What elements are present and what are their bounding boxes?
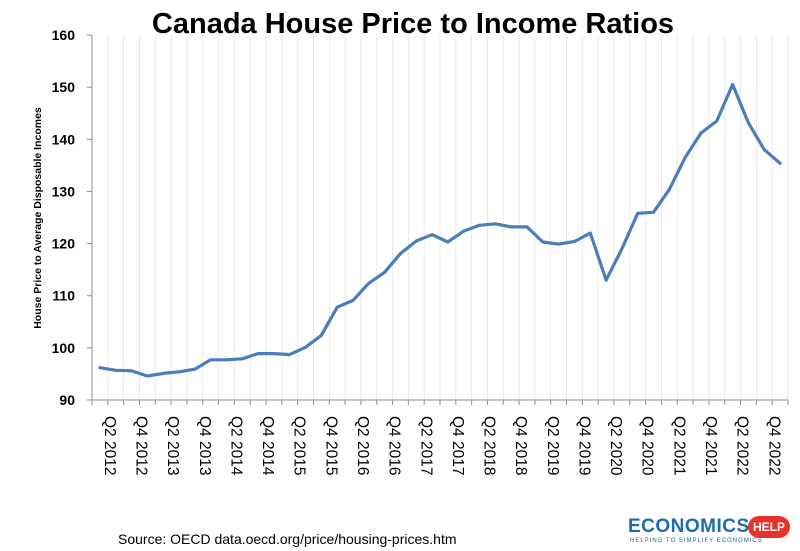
x-tick-label: Q4 2014 — [259, 416, 276, 476]
data-point — [462, 229, 466, 233]
data-point — [367, 281, 371, 285]
chart-title: Canada House Price to Income Ratios — [151, 8, 675, 40]
data-point — [383, 270, 387, 274]
data-point — [335, 305, 339, 309]
data-point — [620, 247, 624, 251]
data-point — [272, 352, 276, 355]
data-point — [636, 211, 640, 215]
y-tick-label: 90 — [59, 392, 75, 408]
y-tick-label: 100 — [52, 340, 76, 356]
data-point — [762, 148, 766, 152]
x-tick-label: Q2 2016 — [354, 416, 371, 475]
x-tick-label: Q2 2014 — [227, 416, 244, 476]
data-point — [731, 83, 735, 86]
x-tick-label: Q4 2021 — [702, 416, 719, 475]
y-tick-label: 120 — [52, 236, 76, 252]
data-point — [652, 210, 655, 214]
data-point — [699, 131, 703, 135]
data-point — [130, 369, 133, 373]
x-tick-label: Q4 2020 — [639, 416, 656, 476]
x-axis-ticks: Q2 2012 Q4 2012 Q2 2013 Q4 2013 Q2 2014 Q4 20… — [91, 400, 789, 476]
y-tick-label: 130 — [52, 183, 76, 199]
y-tick-label: 150 — [52, 79, 76, 95]
data-point — [683, 156, 687, 159]
x-tick-label: Q2 2012 — [101, 416, 118, 475]
x-tick-label: Q2 2017 — [417, 416, 434, 475]
data-point — [747, 121, 750, 125]
data-point — [541, 240, 545, 244]
y-tick-label: 160 — [52, 27, 76, 43]
x-tick-label: Q4 2017 — [449, 416, 466, 475]
x-tick-label: Q4 2022 — [765, 416, 782, 475]
y-tick-label: 140 — [52, 131, 76, 147]
logo-tagline: HELPING TO SIMPLIFY ECONOMICS — [630, 538, 763, 544]
source-note: Source: OECD data.oecd.org/price/housing… — [118, 531, 457, 547]
x-tick-label: Q2 2020 — [607, 416, 624, 476]
data-point — [193, 367, 197, 371]
logo-badge: HELP — [748, 516, 790, 538]
x-tick-label: Q2 2018 — [481, 416, 498, 475]
x-tick-label: Q4 2019 — [575, 416, 592, 475]
data-point — [573, 240, 576, 243]
data-point — [114, 368, 118, 372]
data-point — [478, 223, 481, 227]
data-point — [145, 374, 149, 378]
x-tick-label: Q2 2022 — [734, 416, 751, 475]
data-point — [161, 372, 165, 375]
data-point — [319, 333, 323, 337]
data-point — [288, 353, 292, 357]
data-point — [557, 242, 561, 246]
data-point — [715, 119, 719, 123]
x-tick-label: Q2 2015 — [291, 416, 308, 475]
data-point — [778, 161, 782, 165]
series-layer — [98, 82, 782, 378]
data-point — [177, 370, 181, 374]
data-point — [240, 357, 244, 361]
data-point — [493, 222, 497, 226]
data-point — [256, 352, 260, 355]
data-point — [525, 225, 529, 229]
y-tick-label: 110 — [52, 288, 75, 304]
x-tick-label: Q2 2019 — [544, 416, 561, 475]
data-point — [98, 366, 102, 370]
data-point — [509, 225, 513, 229]
data-point — [430, 233, 434, 237]
x-tick-label: Q4 2016 — [386, 416, 403, 475]
logo-wordmark: ECONOMICS — [628, 516, 750, 537]
x-tick-label: Q4 2012 — [133, 416, 150, 475]
data-point — [604, 278, 608, 282]
series-line — [98, 82, 782, 378]
data-point — [588, 231, 592, 235]
data-point — [225, 358, 228, 362]
data-point — [351, 299, 355, 302]
x-tick-label: Q4 2013 — [196, 416, 213, 475]
data-point — [399, 252, 402, 255]
data-point — [446, 240, 450, 244]
data-point — [667, 187, 671, 191]
y-axis-ticks: 90 100 110 120 130 140 150 160 — [52, 27, 92, 408]
vertical-gridlines — [107, 35, 789, 400]
y-axis-label: House Price to Average Disposable Income… — [32, 107, 44, 329]
data-point — [304, 345, 307, 349]
data-point — [414, 239, 418, 243]
data-point — [209, 358, 213, 362]
x-tick-label: Q4 2018 — [512, 416, 529, 475]
x-tick-label: Q4 2015 — [322, 416, 339, 475]
economics-help-logo: ECONOMICS HELP HELPING TO SIMPLIFY ECONO… — [628, 516, 796, 548]
x-tick-label: Q2 2021 — [670, 416, 687, 475]
x-tick-label: Q2 2013 — [164, 416, 181, 475]
